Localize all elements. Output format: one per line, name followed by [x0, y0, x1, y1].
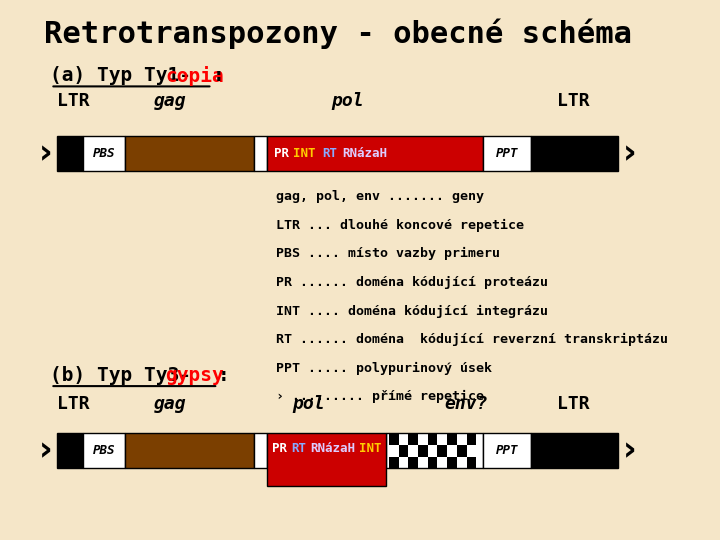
Bar: [125, 136, 253, 172]
Bar: [428, 457, 438, 468]
Text: PPT: PPT: [496, 147, 518, 160]
Bar: [467, 457, 476, 468]
Bar: [389, 457, 399, 468]
Bar: [408, 433, 418, 445]
Text: PBS .... místo vazby primeru: PBS .... místo vazby primeru: [276, 247, 500, 260]
Text: INT: INT: [293, 147, 315, 160]
Text: ›: ›: [38, 434, 52, 468]
Text: PR: PR: [274, 147, 289, 160]
Bar: [408, 457, 418, 468]
Text: PPT: PPT: [496, 444, 518, 457]
Bar: [467, 433, 476, 445]
Text: RT: RT: [323, 147, 338, 160]
Bar: [456, 445, 467, 457]
Bar: [386, 433, 482, 468]
Text: PPT ..... polypurinový úsek: PPT ..... polypurinový úsek: [276, 362, 492, 375]
Text: gag: gag: [153, 395, 186, 413]
Text: LTR: LTR: [557, 395, 589, 413]
Bar: [253, 433, 266, 468]
Text: (b) Typ Ty3-: (b) Typ Ty3-: [50, 366, 192, 385]
Text: LTR: LTR: [557, 92, 589, 110]
Bar: [482, 433, 531, 468]
Bar: [83, 136, 125, 172]
Text: ›: ›: [38, 137, 52, 171]
Text: PR ...... doména kódující proteázu: PR ...... doména kódující proteázu: [276, 276, 548, 289]
Bar: [438, 445, 447, 457]
Bar: [125, 433, 253, 468]
Text: :: :: [212, 66, 224, 85]
Text: RT ...... doména  kódující reverzní transkriptázu: RT ...... doména kódující reverzní trans…: [276, 333, 668, 346]
Text: RNázaH: RNázaH: [343, 147, 387, 160]
Bar: [389, 433, 399, 445]
Text: gag: gag: [153, 92, 186, 110]
Text: PR: PR: [271, 442, 287, 455]
Text: pol: pol: [292, 395, 325, 413]
Bar: [253, 136, 266, 172]
Text: copia: copia: [166, 65, 224, 86]
Bar: [531, 136, 618, 172]
Bar: [266, 136, 482, 172]
Bar: [83, 433, 125, 468]
Text: Retrotranspozony - obecné schéma: Retrotranspozony - obecné schéma: [43, 19, 631, 49]
Bar: [399, 445, 408, 457]
Bar: [266, 433, 386, 486]
Text: INT .... doména kódující integrázu: INT .... doména kódující integrázu: [276, 305, 548, 318]
Bar: [447, 433, 456, 445]
Text: › ......... přímé repetice: › ......... přímé repetice: [276, 390, 485, 403]
Text: pol: pol: [331, 92, 364, 110]
Text: PBS: PBS: [93, 444, 115, 457]
Text: RNázaH: RNázaH: [310, 442, 356, 455]
Text: gag, pol, env ....... geny: gag, pol, env ....... geny: [276, 190, 485, 203]
Text: :: :: [218, 366, 230, 385]
Bar: [482, 136, 531, 172]
Text: ›: ›: [623, 137, 636, 171]
Text: env?: env?: [445, 395, 488, 413]
Text: RT: RT: [291, 442, 306, 455]
Text: INT: INT: [359, 442, 382, 455]
Text: gypsy: gypsy: [166, 366, 224, 385]
Bar: [447, 457, 456, 468]
Bar: [531, 433, 618, 468]
Text: ›: ›: [623, 434, 636, 468]
Bar: [428, 433, 438, 445]
Text: (a) Typ Ty1-: (a) Typ Ty1-: [50, 66, 192, 85]
Bar: [57, 433, 83, 468]
Text: LTR: LTR: [57, 92, 89, 110]
Text: PBS: PBS: [93, 147, 115, 160]
Bar: [57, 136, 83, 172]
Text: LTR ... dlouhé koncové repetice: LTR ... dlouhé koncové repetice: [276, 219, 524, 232]
Text: LTR: LTR: [57, 395, 89, 413]
Bar: [418, 445, 428, 457]
